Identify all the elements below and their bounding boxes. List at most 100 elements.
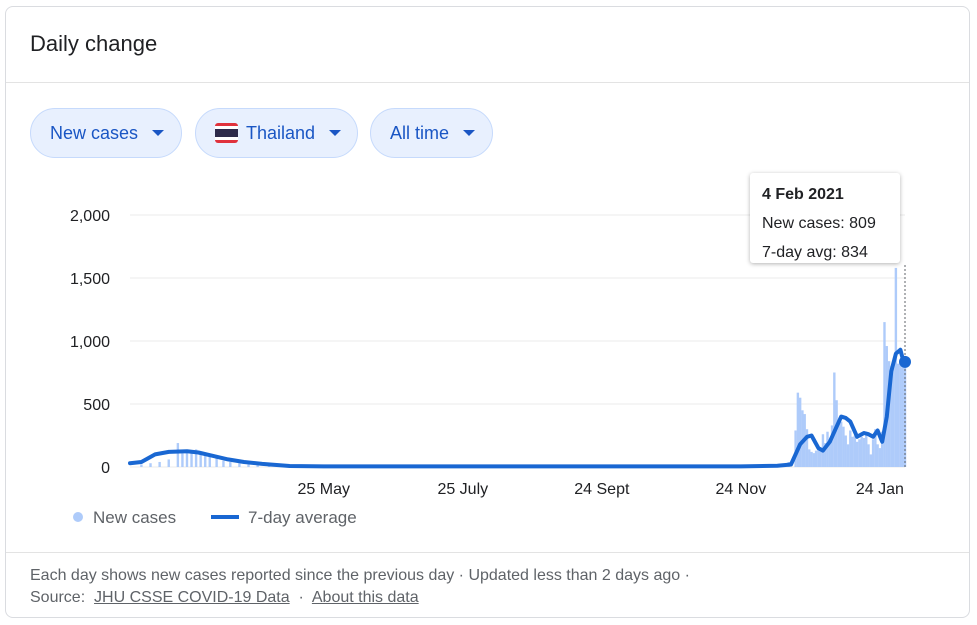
- bar-new-cases: [181, 453, 184, 467]
- bar-new-cases: [894, 267, 898, 467]
- bar-new-cases: [896, 363, 900, 467]
- bar-new-cases: [817, 448, 820, 467]
- bar-new-cases: [890, 366, 893, 467]
- bar-new-cases: [140, 464, 143, 467]
- bar-new-cases: [874, 429, 877, 467]
- y-tick-label: 500: [83, 397, 110, 414]
- region-label: Thailand: [245, 122, 315, 143]
- footer: Each day shows new cases reported since …: [30, 565, 690, 609]
- bar-new-cases: [878, 448, 882, 467]
- bar-new-cases: [176, 443, 180, 467]
- bar-new-cases: [830, 425, 834, 467]
- bar-new-cases: [903, 365, 907, 467]
- bar-new-cases: [855, 441, 859, 467]
- chevron-down-icon: [463, 130, 476, 136]
- y-tick-label: 2,000: [70, 208, 110, 225]
- bar-new-cases: [794, 430, 797, 467]
- y-tick-label: 1,500: [70, 271, 110, 288]
- metric-dropdown[interactable]: New cases: [30, 108, 182, 158]
- hover-point: [899, 355, 911, 368]
- x-tick-label: 24 Nov: [716, 481, 767, 498]
- bar-new-cases: [805, 429, 809, 467]
- bar-new-cases: [828, 440, 831, 467]
- source-label: Source:: [30, 589, 86, 606]
- bar-new-cases: [256, 465, 259, 467]
- time-range-dropdown[interactable]: All time: [370, 108, 493, 158]
- bar-new-cases: [194, 449, 198, 467]
- x-tick-label: 25 July: [437, 481, 488, 498]
- x-tick-label: 24 Jan: [856, 481, 904, 498]
- x-tick-label: 25 May: [298, 481, 350, 498]
- bar-new-cases: [860, 436, 863, 467]
- bar-new-cases: [238, 463, 241, 467]
- bar-new-cases: [835, 400, 838, 467]
- bar-new-cases: [853, 435, 857, 467]
- tooltip-new-cases: New cases: 809: [762, 215, 876, 232]
- bar-new-cases: [824, 443, 827, 467]
- bar-new-cases: [185, 450, 189, 467]
- x-tick-label: 24 Sept: [574, 481, 630, 498]
- bar-new-cases: [801, 410, 804, 467]
- source-link[interactable]: JHU CSSE COVID-19 Data: [94, 589, 290, 606]
- header-divider: [6, 82, 969, 83]
- thailand-flag-icon: [215, 123, 238, 143]
- bar-new-cases: [812, 453, 816, 467]
- tooltip-date: 4 Feb 2021: [762, 186, 844, 203]
- range-label: All time: [390, 122, 450, 143]
- tooltip-average: 7-day avg: 834: [762, 244, 868, 261]
- bar-new-cases: [846, 444, 850, 467]
- bar-new-cases: [876, 444, 879, 467]
- legend-new-cases-swatch: [73, 512, 83, 522]
- bar-new-cases: [215, 456, 218, 467]
- y-tick-label: 1,000: [70, 334, 110, 351]
- bar-new-cases: [833, 372, 836, 467]
- bar-new-cases: [229, 461, 232, 467]
- bar-new-cases: [849, 430, 852, 467]
- bar-new-cases: [883, 322, 886, 467]
- bar-new-cases: [881, 431, 884, 467]
- bar-new-cases: [158, 461, 161, 467]
- bar-new-cases: [842, 426, 845, 467]
- bar-new-cases: [190, 453, 193, 467]
- chevron-down-icon: [152, 130, 165, 136]
- bar-new-cases: [798, 397, 802, 467]
- bar-new-cases: [819, 449, 822, 467]
- bar-new-cases: [167, 459, 170, 467]
- region-dropdown[interactable]: Thailand: [195, 108, 358, 158]
- daily-change-card: Daily change New cases Thailand All time…: [5, 6, 970, 618]
- bar-new-cases: [796, 392, 800, 467]
- bar-new-cases: [869, 454, 873, 467]
- footer-divider: [6, 552, 969, 553]
- bar-new-cases: [851, 436, 854, 467]
- bar-new-cases: [858, 439, 861, 467]
- series-line-7-day-average: [128, 347, 907, 469]
- about-data-link[interactable]: About this data: [311, 589, 419, 606]
- bar-new-cases: [867, 444, 870, 467]
- footer-note: Each day shows new cases reported since …: [30, 567, 690, 584]
- y-tick-label: 0: [101, 460, 110, 477]
- chevron-down-icon: [329, 130, 341, 136]
- footer-separator: ·: [298, 589, 304, 606]
- card-title: Daily change: [30, 31, 158, 56]
- bar-new-cases: [199, 451, 202, 467]
- bar-new-cases: [814, 450, 818, 467]
- bar-new-cases: [865, 431, 868, 467]
- bar-new-cases: [149, 463, 152, 467]
- metric-label: New cases: [50, 122, 139, 143]
- bar-new-cases: [871, 439, 875, 467]
- bar-new-cases: [901, 367, 904, 467]
- bar-new-cases: [204, 453, 207, 467]
- bar-new-cases: [808, 449, 811, 467]
- bar-new-cases: [826, 431, 829, 467]
- chart-legend: New cases 7-day average: [73, 508, 357, 527]
- bar-new-cases: [844, 435, 847, 467]
- bar-new-cases: [892, 363, 895, 467]
- chart-tooltip: 4 Feb 2021 New cases: 809 7-day avg: 834: [750, 173, 900, 263]
- bar-new-cases: [810, 451, 813, 467]
- bar-new-cases: [839, 421, 843, 467]
- bar-new-cases: [899, 359, 902, 467]
- bar-new-cases: [837, 420, 841, 467]
- bar-new-cases: [222, 460, 225, 467]
- legend-new-cases-label: New cases: [93, 508, 176, 527]
